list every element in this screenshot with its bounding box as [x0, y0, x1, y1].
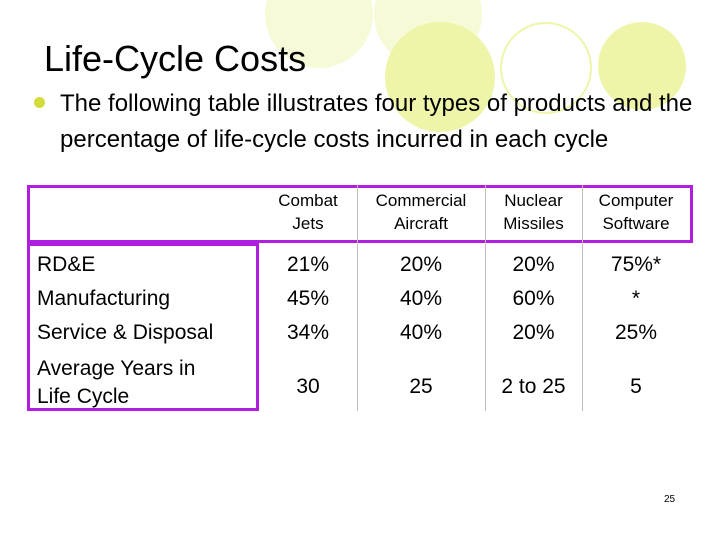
bullet-icon	[34, 97, 45, 108]
column-header-line: Missiles	[503, 214, 564, 233]
cell-rde: 20%	[512, 253, 555, 276]
cell-years: 30	[296, 375, 320, 398]
data-column-combat-jets: 21% 45% 34% 30	[259, 248, 357, 404]
cell-rde: 20%	[399, 253, 443, 276]
row-label-manufacturing: Manufacturing	[37, 287, 171, 310]
column-header-line: Aircraft	[394, 214, 448, 233]
decor-circle-5	[598, 22, 686, 110]
slide-number: 25	[664, 494, 676, 505]
cell-rde: 21%	[286, 253, 330, 276]
column-header-line: Commercial	[375, 191, 467, 210]
cell-service: 34%	[286, 321, 330, 344]
column-header-commercial-aircraft: Commercial Aircraft	[357, 189, 485, 235]
cell-years: 5	[630, 375, 642, 398]
cell-rde: 75%*	[610, 253, 662, 276]
cell-manufacturing: *	[631, 287, 641, 310]
column-header-line: Combat	[278, 191, 338, 210]
cell-years: 25	[409, 375, 433, 398]
cell-service: 25%	[614, 321, 658, 344]
column-divider	[485, 185, 486, 411]
row-label-rde: RD&E	[37, 253, 96, 276]
decor-circle-4	[500, 22, 592, 114]
row-label-life-cycle: Life Cycle	[37, 385, 130, 408]
column-header-nuclear-missiles: Nuclear Missiles	[485, 189, 582, 235]
decor-circle-3	[385, 22, 495, 132]
data-column-commercial-aircraft: 20% 40% 40% 25	[357, 248, 485, 404]
row-label-service-disposal: Service & Disposal	[37, 321, 214, 344]
cell-service: 40%	[399, 321, 443, 344]
column-divider	[582, 185, 583, 411]
cell-years: 2 to 25	[501, 375, 566, 398]
data-column-computer-software: 75%* * 25% 5	[582, 248, 690, 404]
bullet-text: The following table illustrates four typ…	[60, 90, 693, 153]
cell-manufacturing: 45%	[286, 287, 330, 310]
row-label-average-years: Average Years in	[37, 357, 196, 380]
row-labels-border	[27, 243, 259, 411]
column-header-combat-jets: Combat Jets	[259, 189, 357, 235]
table-header-border	[27, 185, 693, 243]
column-header-line: Nuclear	[504, 191, 563, 210]
column-divider	[357, 185, 358, 411]
slide-title: Life-Cycle Costs	[44, 38, 307, 79]
cell-service: 20%	[512, 321, 555, 344]
column-header-line: Software	[602, 214, 670, 233]
data-column-nuclear-missiles: 20% 60% 20% 2 to 25	[485, 248, 582, 404]
column-header-computer-software: Computer Software	[582, 189, 690, 235]
column-header-line: Computer	[598, 191, 674, 210]
column-header-line: Jets	[292, 214, 324, 233]
cell-manufacturing: 60%	[512, 287, 555, 310]
life-cycle-table: Combat Jets Commercial Aircraft Nuclear …	[27, 185, 693, 411]
cell-manufacturing: 40%	[399, 287, 443, 310]
